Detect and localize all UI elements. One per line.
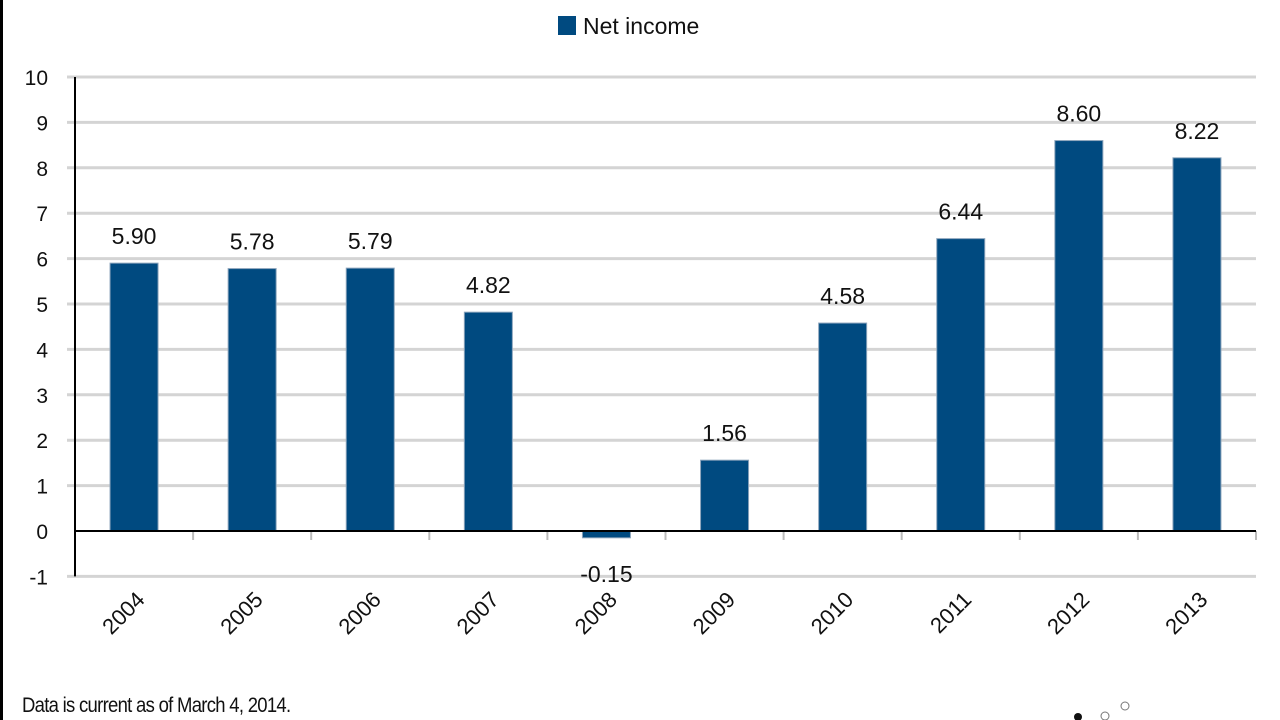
y-tick-label: 1 [36, 476, 48, 499]
x-tick-label: 2006 [333, 587, 385, 639]
x-tick-label: 2010 [806, 587, 858, 639]
legend-label: Net income [583, 13, 699, 39]
bar-2010 [818, 322, 868, 532]
x-tick-label: 2004 [97, 587, 149, 639]
logo-dot [1074, 713, 1082, 720]
data-label: 8.22 [1175, 118, 1220, 144]
x-tick-label: 2011 [925, 587, 976, 638]
y-tick-label: 0 [36, 521, 48, 544]
x-tick-label: 2013 [1160, 587, 1212, 639]
y-tick-label: 9 [36, 112, 48, 135]
data-label: -0.15 [580, 561, 632, 587]
bar-2007 [463, 311, 513, 532]
bar-2012 [1054, 140, 1104, 532]
data-label: 1.56 [702, 420, 747, 446]
bar-2011 [936, 238, 986, 532]
bar-2013 [1172, 157, 1222, 532]
data-label: 4.82 [466, 272, 511, 298]
data-label: 8.60 [1056, 101, 1101, 127]
y-tick-label: -1 [29, 566, 48, 589]
data-label: 4.58 [820, 283, 865, 309]
x-tick-label: 2009 [688, 587, 740, 639]
logo-ring [1120, 701, 1130, 711]
y-tick-label: 5 [36, 294, 48, 317]
footnote: Data is current as of March 4, 2014. [22, 694, 291, 717]
y-tick-label: 6 [36, 249, 48, 272]
legend-swatch [558, 16, 576, 35]
y-tick-label: 4 [36, 339, 48, 362]
x-tick-label: 2012 [1042, 587, 1094, 639]
y-tick-label: 2 [36, 430, 48, 453]
data-label: 6.44 [938, 199, 983, 225]
x-tick-label: 2008 [570, 587, 622, 639]
bar-2006 [345, 267, 395, 532]
data-label: 5.90 [112, 223, 157, 249]
bar-2009 [700, 459, 750, 532]
y-tick-label: 10 [25, 67, 48, 90]
left-border [0, 0, 3, 720]
x-tick-label: 2005 [215, 587, 267, 639]
y-tick-label: 3 [36, 385, 48, 408]
data-label: 5.78 [230, 229, 275, 255]
bar-2008 [581, 530, 631, 539]
y-tick-label: 7 [36, 203, 48, 226]
data-label: 5.79 [348, 228, 393, 254]
bar-2004 [109, 262, 159, 532]
y-tick-label: 8 [36, 158, 48, 181]
logo-ring [1100, 711, 1110, 720]
bar-2005 [227, 268, 277, 532]
x-tick-label: 2007 [452, 587, 504, 639]
